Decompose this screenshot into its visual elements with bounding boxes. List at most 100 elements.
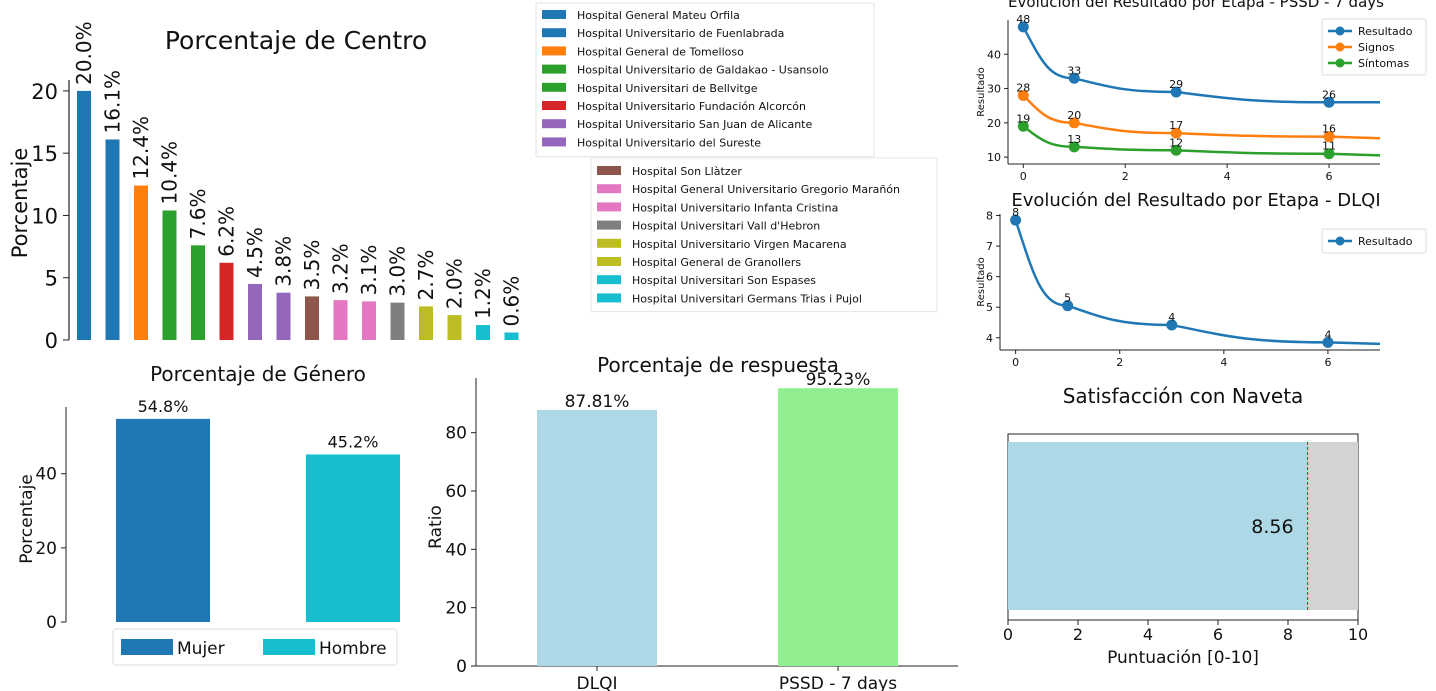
series-line — [1022, 125, 1381, 157]
legend-label: Hospital Universitari Vall d'Hebron — [632, 220, 820, 233]
bar — [276, 292, 291, 340]
bar — [219, 262, 234, 340]
data-label: 95.23% — [806, 370, 871, 390]
bar — [1008, 442, 1308, 610]
data-label: 48 — [1016, 13, 1030, 26]
legend-box-2: Hospital Son Llàtzer Hospital General Uni… — [590, 157, 938, 313]
y-tick-label: 5 — [45, 267, 58, 291]
data-label: 5 — [1064, 292, 1071, 305]
y-tick-label: 40 — [445, 540, 467, 560]
legend-marker — [1335, 26, 1345, 36]
data-label: 19 — [1016, 112, 1030, 125]
legend-swatch — [597, 166, 621, 175]
y-tick-label: 20 — [445, 599, 467, 619]
data-point — [1170, 127, 1182, 139]
legend-swatch — [542, 64, 566, 74]
y-tick-label: 20 — [31, 80, 58, 104]
chart-title: Evolución del Resultado por Etapa - DLQI — [1011, 190, 1380, 211]
bar — [306, 454, 400, 622]
x-tick-label: 10 — [1348, 625, 1368, 644]
legend-swatch — [121, 639, 173, 655]
series-line — [1014, 219, 1381, 346]
data-label: 4.5% — [243, 227, 267, 278]
legend-label: Hombre — [319, 639, 387, 659]
bar — [476, 325, 490, 340]
y-tick-label: 20 — [987, 117, 1001, 130]
chart-respuesta: Porcentaje de respuesta Ratio 0 20 40 60 80 87.… — [426, 353, 958, 691]
data-point — [1017, 21, 1029, 33]
x-tick-label: DLQI — [577, 674, 618, 691]
legend-swatch — [597, 184, 621, 194]
bar — [305, 296, 319, 340]
series-signos: 28 20 17 16 — [1016, 81, 1381, 143]
legend-label: Hospital Universitario Fundación Alcorcó… — [577, 100, 806, 113]
bar — [390, 302, 405, 340]
legend-swatch — [597, 257, 621, 266]
data-label: 3.0% — [386, 246, 410, 297]
data-label: 3.8% — [272, 236, 296, 287]
legend-label: Resultado — [1358, 235, 1413, 248]
data-label: 16.1% — [101, 70, 125, 134]
chart-title: Satisfacción con Naveta — [1063, 384, 1304, 408]
legend-swatch — [263, 639, 315, 655]
data-label: 6.2% — [215, 206, 239, 257]
series-line — [1022, 26, 1380, 104]
legend-label: Hospital Universitari Germans Trias i Pu… — [632, 292, 862, 305]
legend-label: Hospital General Mateu Orfila — [577, 9, 740, 22]
legend-box-1: Hospital General Mateu Orfila Hospital Un… — [535, 2, 875, 158]
y-tick-label: 10 — [31, 204, 58, 228]
data-label: 8 — [1012, 206, 1019, 219]
data-point — [1010, 214, 1022, 226]
x-tick-label: 6 — [1213, 625, 1223, 644]
legend-label: Signos — [1358, 41, 1395, 54]
bar — [162, 210, 177, 340]
data-label: 3.1% — [357, 245, 381, 296]
data-point — [1323, 131, 1335, 143]
data-label: 13 — [1067, 133, 1081, 146]
data-point — [1017, 120, 1029, 132]
legend-swatch — [597, 293, 621, 303]
bar — [77, 90, 91, 340]
legend-label: Hospital General de Tomelloso — [577, 45, 744, 58]
y-axis-label: Resultado — [976, 67, 987, 117]
data-label: 3.2% — [329, 243, 353, 294]
y-axis-label: Ratio — [426, 505, 446, 549]
data-point — [1170, 86, 1182, 98]
legend-label: Hospital Universitari de Bellvitge — [577, 82, 758, 95]
y-tick-label: 7 — [986, 240, 993, 253]
legend-swatch — [597, 220, 621, 230]
bar — [504, 332, 519, 340]
y-tick-label: 10 — [987, 151, 1001, 164]
legend-label: Resultado — [1358, 25, 1413, 38]
y-tick-label: 0 — [46, 613, 57, 633]
legend-swatch — [597, 275, 621, 285]
legend: Resultado Signos Síntomas — [1321, 18, 1427, 76]
legend: Mujer Hombre — [112, 628, 398, 666]
legend-frame — [1321, 18, 1427, 76]
data-label: 87.81% — [565, 392, 630, 412]
data-label: 20.0% — [72, 21, 96, 85]
x-tick-label: 4 — [1220, 356, 1227, 369]
legend-swatch — [542, 28, 566, 38]
data-point — [1068, 141, 1080, 153]
data-point — [1322, 336, 1334, 348]
data-point — [1166, 319, 1178, 331]
data-label: 8.56 — [1251, 516, 1293, 538]
bar — [419, 306, 433, 340]
x-tick-label: 2 — [1116, 356, 1123, 369]
series-resultado: 48 33 29 26 — [1016, 13, 1380, 108]
data-label: 54.8% — [138, 397, 189, 416]
y-tick-label: 6 — [986, 271, 993, 284]
y-tick-label: 0 — [456, 657, 467, 677]
bar — [447, 315, 462, 340]
legend-marker — [1335, 58, 1345, 68]
data-label: 29 — [1169, 78, 1183, 91]
chart-genero: Porcentaje de Género Porcentaje 0 20 40 54.8%… — [17, 362, 400, 666]
data-label: 12 — [1169, 136, 1183, 149]
x-tick-label: 4 — [1224, 170, 1231, 183]
data-label: 7.6% — [186, 189, 210, 240]
data-label: 26 — [1322, 88, 1336, 101]
y-tick-label: 60 — [445, 482, 467, 502]
legend-swatch — [542, 10, 566, 19]
